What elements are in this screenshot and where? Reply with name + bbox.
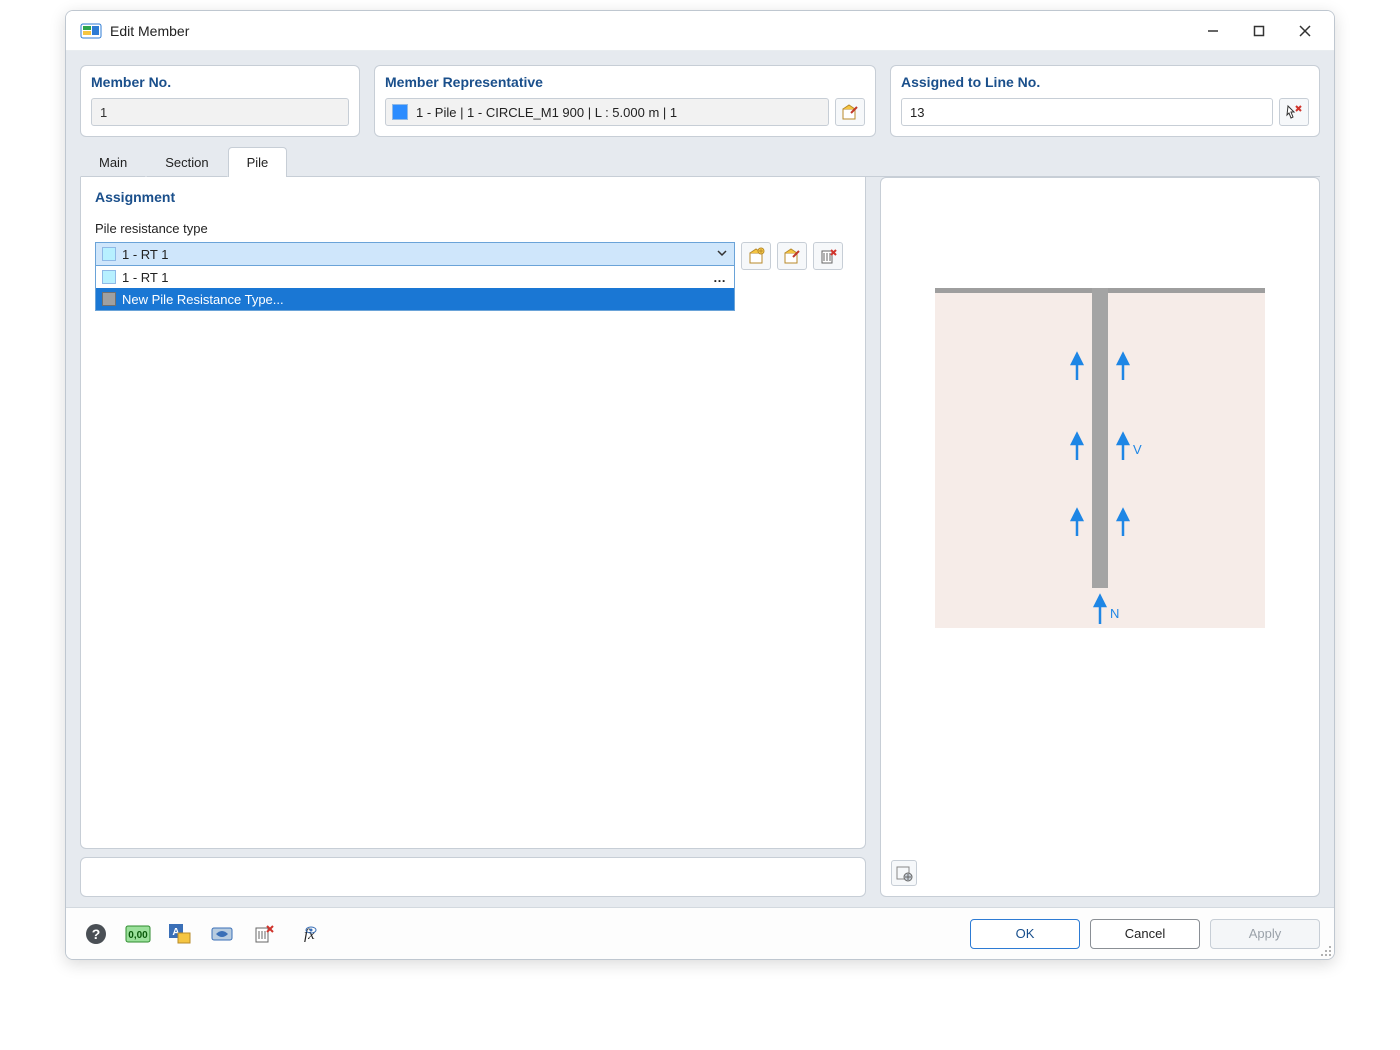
tab-block: Main Section Pile Assignment Pile resist… [80,147,1320,897]
assigned-line-label: Assigned to Line No. [901,74,1309,90]
member-no-field: 1 [91,98,349,126]
tab-body: Assignment Pile resistance type 1 - RT 1 [80,177,1320,897]
window-title: Edit Member [110,23,189,39]
tab-pile[interactable]: Pile [228,147,288,177]
tabstrip: Main Section Pile [80,147,1320,177]
delete-type-button[interactable] [813,242,843,270]
member-no-panel: Member No. 1 [80,65,360,137]
help-button[interactable]: ? [80,919,112,949]
header-panels: Member No. 1 Member Representative 1 - P… [80,65,1320,137]
chevron-down-icon [716,247,728,262]
svg-text:V: V [1133,442,1142,457]
member-rep-field[interactable]: 1 - Pile | 1 - CIRCLE_M1 900 | L : 5.000… [385,98,829,126]
content-area: Member No. 1 Member Representative 1 - P… [66,51,1334,907]
assigned-line-field[interactable]: 13 [901,98,1273,126]
minimize-button[interactable] [1190,11,1236,51]
titlebar: Edit Member [66,11,1334,51]
close-button[interactable] [1282,11,1328,51]
member-rep-value: 1 - Pile | 1 - CIRCLE_M1 900 | L : 5.000… [416,105,677,120]
member-rep-label: Member Representative [385,74,865,90]
edit-type-button[interactable] [777,242,807,270]
edit-rep-button[interactable] [835,98,865,126]
new-type-button[interactable] [741,242,771,270]
assignment-panel: Assignment Pile resistance type 1 - RT 1 [80,177,866,849]
annotations-button[interactable]: A [164,919,196,949]
dropdown-option-rt1[interactable]: 1 - RT 1 … [96,266,734,288]
assigned-line-value: 13 [910,105,924,120]
dropdown-selected[interactable]: 1 - RT 1 [95,242,735,266]
dropdown-selected-text: 1 - RT 1 [122,247,168,262]
assignment-heading: Assignment [95,189,851,205]
resistance-type-label: Pile resistance type [95,221,851,236]
option-more-icon[interactable]: … [713,270,728,285]
dropdown-option-new[interactable]: New Pile Resistance Type... [96,288,734,310]
right-column: V N [880,177,1320,897]
assigned-line-panel: Assigned to Line No. 13 [890,65,1320,137]
option-label: 1 - RT 1 [122,270,168,285]
formula-button[interactable]: fx [290,919,322,949]
left-column: Assignment Pile resistance type 1 - RT 1 [80,177,866,897]
dropdown-list: 1 - RT 1 … New Pile Resistance Type... [95,266,735,311]
left-bottom-panel [80,857,866,897]
tab-section[interactable]: Section [146,147,227,177]
tab-main[interactable]: Main [80,147,146,177]
resize-grip-icon[interactable] [1320,945,1332,957]
member-no-label: Member No. [91,74,349,90]
selected-swatch-icon [102,247,116,261]
pile-diagram: V N [935,288,1265,638]
svg-text:?: ? [92,926,101,942]
pick-line-button[interactable] [1279,98,1309,126]
clear-selection-button[interactable] [248,919,280,949]
option-swatch-icon [102,292,116,306]
svg-text:N: N [1110,606,1119,621]
option-swatch-icon [102,270,116,284]
ok-button[interactable]: OK [970,919,1080,949]
pile-preview: V N [880,177,1320,897]
view-button[interactable] [206,919,238,949]
app-icon [80,22,102,40]
preview-settings-button[interactable] [891,860,917,886]
member-color-swatch [392,104,408,120]
member-rep-panel: Member Representative 1 - Pile | 1 - CIR… [374,65,876,137]
svg-text:0,00: 0,00 [128,930,148,941]
member-no-value: 1 [100,105,107,120]
option-label: New Pile Resistance Type... [122,292,284,307]
bottom-bar: ? 0,00 A fx OK Cancel Apply [66,907,1334,959]
units-button[interactable]: 0,00 [122,919,154,949]
resistance-type-dropdown[interactable]: 1 - RT 1 1 - RT 1 … [95,242,735,311]
cancel-button[interactable]: Cancel [1090,919,1200,949]
maximize-button[interactable] [1236,11,1282,51]
apply-button: Apply [1210,919,1320,949]
